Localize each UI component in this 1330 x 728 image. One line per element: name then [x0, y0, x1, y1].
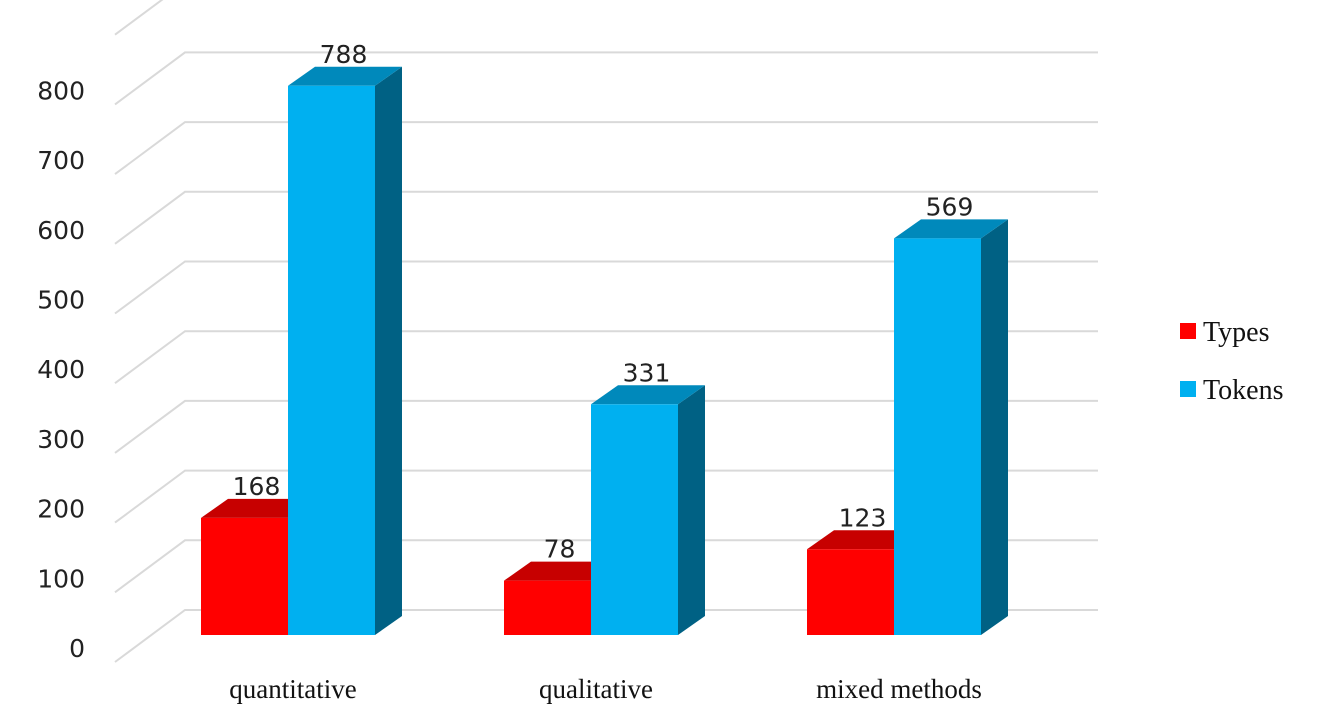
gridline [114, 469, 1098, 524]
bars [201, 66, 1008, 636]
bar-front [504, 580, 591, 635]
gridlines [114, 0, 1098, 663]
gridline [114, 539, 1098, 594]
y-tick-label: 500 [37, 286, 85, 315]
bar-tokens-mixed-methods [894, 219, 1008, 636]
bar-side [981, 219, 1008, 636]
bar-front [201, 517, 288, 635]
bar-front [288, 85, 375, 636]
bar-top [807, 530, 921, 550]
bar-side [375, 66, 402, 636]
gridline [114, 51, 1098, 106]
x-tick-label: mixed methods [816, 674, 982, 704]
data-label: 168 [233, 472, 281, 501]
bar-tokens-quantitative [288, 66, 402, 636]
gridline [114, 609, 1098, 663]
y-tick-label: 0 [69, 634, 85, 663]
gridline [114, 121, 1098, 175]
legend-swatch [1180, 381, 1196, 397]
legend-swatch [1180, 323, 1196, 339]
legend: Types Tokens [1180, 317, 1283, 406]
x-tick-label: qualitative [539, 674, 653, 704]
y-tick-label: 200 [37, 495, 85, 524]
x-axis-ticks: quantitative qualitative mixed methods [229, 674, 982, 704]
y-tick-label: 800 [37, 76, 85, 105]
legend-item-tokens: Tokens [1180, 375, 1283, 406]
data-label: 78 [544, 535, 576, 564]
x-tick-label: quantitative [229, 674, 356, 704]
bar-top [504, 561, 618, 581]
data-label: 569 [926, 192, 974, 221]
bar-tokens-qualitative [591, 385, 705, 635]
bar-top [201, 498, 315, 518]
legend-item-types: Types [1180, 317, 1269, 348]
bar-top [894, 219, 1008, 239]
bar-front [807, 549, 894, 635]
gridline [114, 399, 1098, 454]
legend-label: Tokens [1203, 375, 1283, 406]
data-labels: 168 788 78 331 123 569 [233, 40, 974, 564]
gridline [114, 0, 164, 36]
data-label: 123 [839, 503, 887, 532]
y-axis-ticks: 0 100 200 300 400 500 600 700 800 [37, 76, 85, 663]
y-tick-label: 400 [37, 355, 85, 384]
legend-label: Types [1203, 317, 1269, 348]
bar-top [591, 385, 705, 405]
y-tick-label: 100 [37, 564, 85, 593]
gridline [114, 330, 1098, 385]
gridline [114, 190, 1098, 245]
y-tick-label: 300 [37, 425, 85, 454]
bar-side [678, 385, 705, 635]
y-tick-label: 700 [37, 146, 85, 175]
bar-top [288, 66, 402, 86]
bar-front [894, 238, 981, 636]
bar-front [591, 404, 678, 635]
y-tick-label: 600 [37, 216, 85, 245]
data-label: 331 [623, 358, 671, 387]
data-label: 788 [320, 40, 368, 69]
gridline [114, 260, 1098, 315]
